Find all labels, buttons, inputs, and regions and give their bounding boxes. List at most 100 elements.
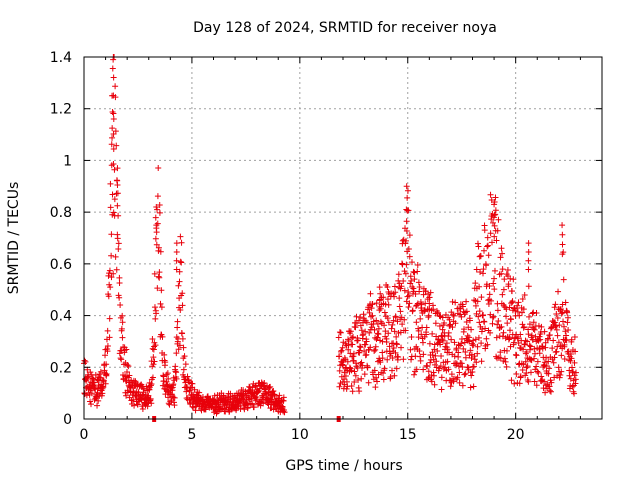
data-point (369, 300, 376, 307)
data-point (550, 359, 557, 366)
y-axis-label: SRMTID / TECUs (6, 182, 22, 295)
data-point (381, 322, 388, 329)
data-point (511, 380, 518, 387)
data-point (562, 299, 569, 306)
data-point (377, 359, 384, 366)
data-point (426, 340, 433, 347)
data-point (471, 356, 478, 363)
data-point (153, 310, 160, 317)
data-point (152, 214, 159, 221)
data-point (419, 339, 426, 346)
data-point (427, 289, 434, 296)
data-point (464, 337, 471, 344)
data-point (564, 309, 571, 316)
data-point (376, 284, 383, 291)
data-point (475, 334, 482, 341)
data-point (123, 346, 130, 353)
data-point (177, 233, 184, 240)
data-point (506, 335, 513, 342)
data-point (371, 326, 378, 333)
data-point (425, 368, 432, 375)
data-point (570, 368, 577, 375)
data-point (404, 194, 411, 201)
data-point (517, 331, 524, 338)
data-point (425, 375, 432, 382)
data-point (431, 341, 438, 348)
data-point (384, 296, 391, 303)
data-point (553, 326, 560, 333)
data-point (348, 334, 355, 341)
data-point (356, 343, 363, 350)
data-point (157, 300, 164, 307)
data-point (393, 341, 400, 348)
data-point (461, 371, 468, 378)
data-point (373, 300, 380, 307)
data-point (518, 309, 525, 316)
data-point (411, 371, 418, 378)
data-point (109, 125, 116, 132)
data-point (168, 397, 175, 404)
data-point (528, 332, 535, 339)
data-point (522, 337, 529, 344)
y-tick-label: 1 (63, 153, 72, 169)
data-point (448, 371, 455, 378)
data-point (384, 315, 391, 322)
data-point (541, 378, 548, 385)
data-point (172, 363, 179, 370)
data-point (153, 203, 160, 210)
data-point (491, 286, 498, 293)
data-point (119, 334, 126, 341)
data-point (465, 364, 472, 371)
data-point (116, 294, 123, 301)
data-point (433, 364, 440, 371)
data-point (559, 231, 566, 238)
data-point (420, 366, 427, 373)
data-point (546, 365, 553, 372)
data-point (560, 276, 567, 283)
data-point (372, 384, 379, 391)
data-point (559, 301, 566, 308)
data-point (410, 285, 417, 292)
data-point (476, 308, 483, 315)
data-point (406, 300, 413, 307)
data-point (431, 381, 438, 388)
data-point (179, 290, 186, 297)
data-point (452, 299, 459, 306)
data-point (459, 363, 466, 370)
data-point (125, 363, 132, 370)
data-point (416, 283, 423, 290)
data-point (88, 390, 95, 397)
data-point (250, 404, 257, 411)
data-point (415, 334, 422, 341)
data-point (526, 313, 533, 320)
data-point (117, 302, 124, 309)
data-point (152, 235, 159, 242)
data-point (151, 270, 158, 277)
data-point (147, 382, 154, 389)
data-point (564, 319, 571, 326)
data-point (270, 388, 277, 395)
data-point (408, 356, 415, 363)
data-point (184, 373, 191, 380)
data-point (490, 313, 497, 320)
data-point (153, 225, 160, 232)
data-point (430, 372, 437, 379)
data-point (374, 378, 381, 385)
data-point (391, 283, 398, 290)
data-point (155, 164, 162, 171)
data-point (404, 293, 411, 300)
data-point (509, 298, 516, 305)
data-point (556, 374, 563, 381)
y-tick-label: 0 (63, 412, 72, 428)
data-point (559, 241, 566, 248)
y-tick-label: 0.2 (50, 360, 72, 376)
data-point (433, 358, 440, 365)
data-point (374, 320, 381, 327)
data-point (416, 288, 423, 295)
data-point (549, 345, 556, 352)
data-point (486, 282, 493, 289)
data-point (450, 378, 457, 385)
data-point (91, 379, 98, 386)
data-point (497, 324, 504, 331)
data-point (432, 320, 439, 327)
